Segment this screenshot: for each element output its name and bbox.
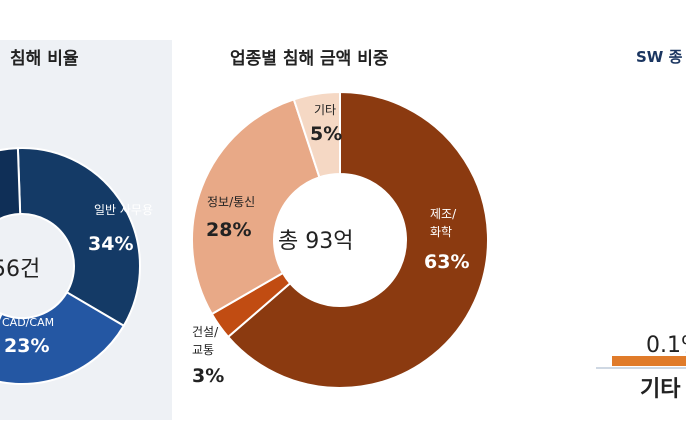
slice-value-manufacturing: 63% (424, 251, 469, 273)
slice-value-construction: 3% (192, 365, 224, 387)
slice-value-ict: 28% (206, 219, 251, 241)
left-slice-0 (16, 147, 141, 328)
left-slice-2 (0, 147, 22, 320)
left-slice-1 (0, 290, 126, 385)
slice-value-office: 34% (88, 233, 133, 255)
middle-donut (191, 90, 489, 389)
middle-chart-title: 업종별 침해 금액 비중 (230, 49, 389, 69)
bar-value-label: 0.1% (646, 333, 686, 358)
slice-label-manufacturing-2: 화학 (430, 225, 452, 239)
left-donut (0, 147, 141, 385)
slice-label-ict: 정보/통신 (207, 195, 255, 209)
bar-category-label: 기타 (640, 377, 681, 402)
bar-other (612, 356, 686, 366)
slice-label-manufacturing: 제조/ (430, 207, 457, 221)
middle-slice-0 (226, 90, 489, 389)
slice-label-office: 일반 사무용 (94, 203, 153, 217)
left-center-label: 56건 (0, 257, 40, 282)
slice-label-construction-2: 교통 (192, 343, 214, 357)
slice-label-construction: 건설/ (192, 325, 219, 339)
middle-slice-2 (191, 98, 321, 316)
slice-label-other: 기타 (314, 103, 336, 117)
right-chart-title: SW 종 (636, 48, 683, 66)
slice-label-cad: CAD/CAM (2, 316, 54, 329)
middle-center-label: 총 93억 (278, 229, 353, 254)
left-chart-title: 침해 비율 (10, 49, 79, 69)
slice-value-cad: 23% (4, 335, 49, 357)
middle-slice-3 (292, 90, 341, 179)
slice-value-other: 5% (310, 123, 342, 145)
